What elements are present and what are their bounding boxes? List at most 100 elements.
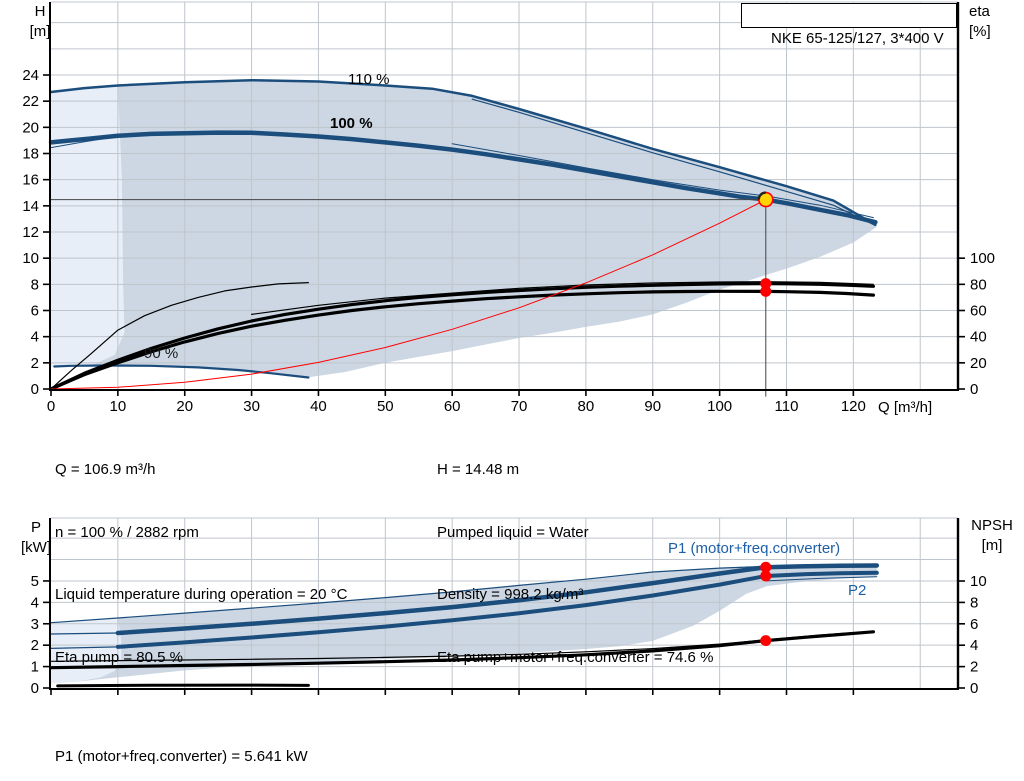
eta-110-curve — [251, 281, 875, 315]
x-tick-label: 40 — [310, 398, 327, 415]
p1-value: P1 (motor+freq.converter) = 5.641 kW — [55, 748, 308, 765]
left-tick-label: 20 — [22, 119, 39, 136]
duty-pumped-liquid: Pumped liquid = Water — [437, 523, 589, 541]
npsh-110-curve — [50, 630, 875, 662]
x-tick-label: 110 — [775, 398, 799, 415]
npsh-marker[interactable] — [760, 635, 772, 647]
power-npsh-chart: 0 1 2 3 4 5 0 2 4 6 8 10 P1 (motor+freq.converter) P2 — [31, 517, 987, 697]
right-tick-label: 60 — [970, 303, 987, 320]
x-tick-label: 0 — [47, 398, 55, 415]
right-tick-label: 10 — [970, 573, 987, 590]
left-tick-label: 16 — [22, 172, 39, 189]
x-tick-label: 80 — [578, 398, 595, 415]
p2-curve — [115, 570, 879, 649]
eta-total-marker[interactable] — [760, 285, 772, 297]
right-tick-label: 4 — [970, 637, 978, 654]
right-tick-label: 20 — [970, 355, 987, 372]
operating-envelope — [51, 80, 877, 378]
duty-h-value: H = 14.48 m — [437, 461, 520, 478]
left-tick-label: 18 — [22, 146, 39, 163]
curve-label: P2 — [848, 582, 866, 599]
low-speed-light-band — [51, 85, 125, 367]
duty-point-notch — [757, 191, 766, 200]
left-tick-label: 2 — [31, 355, 39, 372]
curve-label: 90 % — [144, 345, 178, 362]
x-tick-label: 100 — [707, 398, 732, 415]
p2-outline — [765, 576, 878, 582]
control-curve — [50, 199, 767, 390]
min-speed-power-curve — [56, 683, 310, 688]
eta-pump-marker[interactable] — [760, 278, 772, 290]
speed-curve-110-outline — [471, 98, 877, 227]
x-tick-label: 10 — [110, 398, 127, 415]
duty-eta-total: Eta pump+motor+freq.converter = 74.6 % — [437, 648, 714, 666]
curve-label: 110 % — [348, 71, 389, 88]
left-tick-label: 3 — [31, 616, 39, 633]
right-tick-label: 40 — [970, 329, 987, 346]
x-tick-label: 60 — [444, 398, 461, 415]
left-tick-label: 6 — [31, 303, 39, 320]
left-tick-label: 8 — [31, 276, 39, 293]
duty-density: Density = 998.2 kg/m³ — [437, 586, 584, 604]
x-tick-label: 90 — [644, 398, 661, 415]
duty-liquid-temperature: Liquid temperature during operation = 20… — [55, 586, 348, 604]
h-axis-label: H [m] — [29, 3, 51, 40]
curve-start-fork-1 — [50, 135, 119, 145]
duty-eta-pump: Eta pump = 80.5 % — [55, 648, 183, 666]
duty-q-value: Q = 106.9 m³/h — [55, 461, 156, 478]
npsh-curve — [49, 630, 876, 670]
pump-title: NKE 65-125/127, 3*400 V — [771, 30, 944, 47]
left-tick-label: 24 — [22, 67, 39, 84]
q-axis-label: Q [m³/h] — [878, 399, 933, 416]
right-tick-label: 6 — [970, 616, 978, 633]
eta-minflow-curve — [50, 282, 309, 390]
pump-title-box: NKE 65-125/127, 3*400 V — [741, 3, 957, 47]
p1-curve — [115, 563, 880, 636]
left-tick-label: 4 — [31, 594, 39, 611]
p2-curve-start — [50, 646, 119, 650]
eta-axis-label: eta [%] — [969, 3, 991, 40]
eta-pump-curve — [49, 282, 876, 391]
speed-curve-110 — [49, 78, 877, 227]
x-tick-label: 50 — [377, 398, 394, 415]
eta-total-curve — [49, 289, 876, 391]
right-tick-label: 100 — [970, 250, 995, 267]
right-tick-label: 0 — [970, 381, 978, 398]
duty-info-right: H = 14.48 m Pumped liquid = Water Densit… — [437, 419, 713, 709]
npsh-axis-label: NPSH [m] — [971, 517, 1013, 554]
right-tick-label: 8 — [970, 594, 978, 611]
p1-marker[interactable] — [760, 561, 772, 573]
left-tick-label: 1 — [31, 659, 39, 676]
speed-curve-100 — [48, 130, 878, 225]
p2-marker[interactable] — [760, 570, 772, 582]
right-tick-label: 80 — [970, 276, 987, 293]
curve-start-fork-2 — [50, 136, 119, 149]
left-tick-label: 0 — [31, 680, 39, 697]
x-tick-label: 120 — [841, 398, 866, 415]
left-tick-label: 2 — [31, 637, 39, 654]
speed-curve-100-outline — [451, 143, 874, 219]
left-tick-label: 14 — [22, 198, 39, 215]
right-tick-label: 2 — [970, 659, 978, 676]
duty-info-left: Q = 106.9 m³/h n = 100 % / 2882 rpm Liqu… — [55, 419, 347, 709]
p-axis-label: P [kW] — [21, 519, 51, 556]
curve-label: P1 (motor+freq.converter) — [668, 540, 840, 557]
right-tick-label: 0 — [970, 680, 978, 697]
left-tick-label: 4 — [31, 329, 39, 346]
duty-speed-value: n = 100 % / 2882 rpm — [55, 523, 199, 541]
left-tick-label: 22 — [22, 93, 39, 110]
left-tick-label: 0 — [31, 381, 39, 398]
x-tick-label: 70 — [511, 398, 528, 415]
curve-label: 100 % — [330, 115, 373, 132]
left-tick-label: 5 — [31, 573, 39, 590]
left-tick-label: 10 — [22, 250, 39, 267]
p1-curve-start — [50, 632, 119, 635]
left-tick-label: 12 — [22, 224, 39, 241]
x-tick-label: 30 — [243, 398, 260, 415]
x-tick-label: 20 — [176, 398, 193, 415]
power-envelope — [51, 565, 877, 684]
power-info: P1 (motor+freq.converter) = 5.641 kW P2 … — [55, 700, 308, 781]
